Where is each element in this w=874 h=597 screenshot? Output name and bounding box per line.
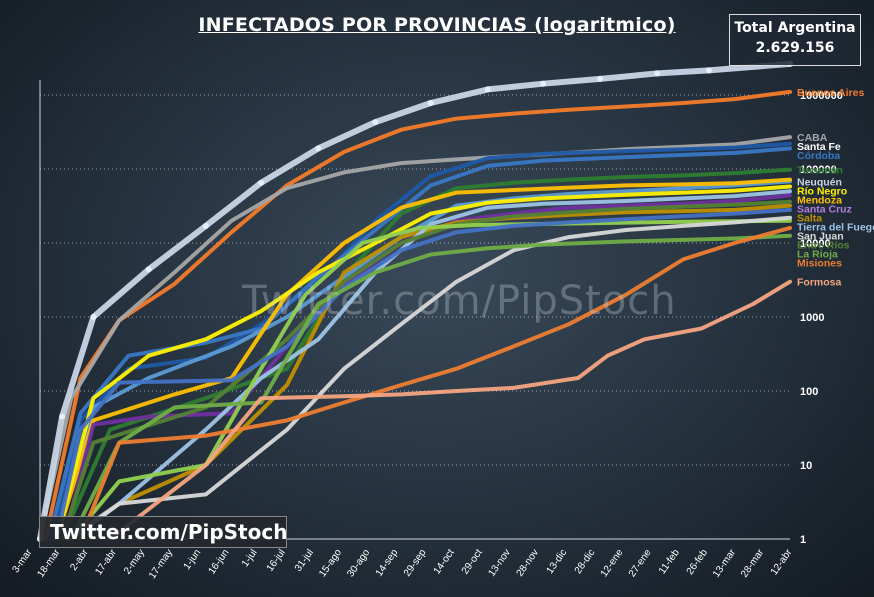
x-tick-label: 17-abr <box>93 547 119 578</box>
x-tick-label: 28-dic <box>573 547 598 576</box>
series-line-formosa <box>108 279 792 541</box>
series-label: Formosa <box>797 277 842 289</box>
x-tick-label: 26-feb <box>685 547 711 577</box>
total-marker <box>540 80 547 87</box>
series-line-río-negro <box>54 184 792 541</box>
y-tick-label: 10000 <box>800 238 831 250</box>
x-tick-label: 15-ago <box>317 547 344 579</box>
total-marker <box>202 222 209 229</box>
x-tick-label: 27-ene <box>627 547 654 579</box>
x-tick-label: 29-sep <box>402 547 429 579</box>
total-marker <box>90 314 97 320</box>
y-tick-label: 10 <box>800 460 812 472</box>
series-label: Mendoza <box>797 194 842 206</box>
x-tick-label: 12-abr <box>769 547 795 578</box>
series-line-mendoza <box>54 177 792 541</box>
x-tick-label: 28-nov <box>515 547 542 578</box>
series-line-chubut <box>65 189 792 541</box>
series-label: San Juan <box>797 230 844 242</box>
total-value: 2.629.156 <box>755 40 835 56</box>
total-argentina-box: Total Argentina 2.629.156 <box>729 14 861 66</box>
total-marker <box>59 413 66 420</box>
x-tick-label: 14-oct <box>432 547 457 576</box>
series-line-total-argentina <box>37 60 793 542</box>
series-label: Tucumán <box>797 165 843 177</box>
series-label: Misiones <box>797 257 842 269</box>
series-line-buenos-aires <box>43 89 792 541</box>
series-label: Buenos Aires <box>797 87 864 99</box>
x-tick-label: 18-mar <box>35 547 63 580</box>
series-label: Salta <box>797 212 822 224</box>
x-tick-label: 13-mar <box>711 547 739 580</box>
series-label: La Rioja <box>797 248 838 260</box>
series-label: Tierra del Fuego <box>797 221 874 233</box>
total-marker <box>705 67 712 74</box>
x-tick-label: 16-jul <box>265 547 288 573</box>
x-tick-label: 1-jun <box>182 547 204 572</box>
series-line-san-juan <box>69 215 792 541</box>
x-tick-label: 16-jun <box>207 547 232 576</box>
x-tick-label: 30-ago <box>345 547 372 579</box>
y-tick-label: 1000000 <box>800 90 843 102</box>
y-tick-label: 1000 <box>800 312 824 324</box>
total-marker <box>315 145 322 152</box>
x-tick-label: 1-jul <box>240 547 260 569</box>
series-line-tucumán <box>60 167 792 541</box>
total-label: Total Argentina <box>734 20 856 36</box>
series-line-misiones <box>78 225 792 541</box>
series-label: Santa Fe <box>797 141 841 153</box>
series-label: Neuquén <box>797 176 842 188</box>
x-tick-label: 3-mar <box>10 547 34 575</box>
twitter-handle-text: Twitter.com/PipStoch <box>50 520 288 544</box>
total-marker <box>372 119 379 126</box>
total-marker <box>654 70 661 77</box>
series-line-tierra-del-fuego <box>54 207 792 541</box>
series-line-caba <box>38 135 792 541</box>
total-marker <box>145 266 152 273</box>
twitter-handle-badge[interactable]: Twitter.com/PipStoch <box>39 516 287 548</box>
x-tick-label: 14-sep <box>374 547 401 579</box>
series-line-la-rioja <box>69 233 792 541</box>
total-marker <box>484 86 491 93</box>
x-tick-label: 28-mar <box>739 547 767 580</box>
x-tick-label: 17-may <box>147 547 175 581</box>
y-tick-label: 100 <box>800 386 818 398</box>
x-tick-label: 2-abr <box>68 547 91 573</box>
series-label: Río Negro <box>797 185 847 197</box>
y-tick-label: 100000 <box>800 164 837 176</box>
total-marker <box>258 179 265 186</box>
total-marker <box>427 99 434 106</box>
x-tick-label: 29-oct <box>460 547 485 576</box>
x-tick-label: 13-nov <box>486 547 513 578</box>
series-label: Santa Cruz <box>797 203 852 215</box>
series-line-santa-fe <box>50 141 792 541</box>
x-tick-label: 11-feb <box>657 547 682 576</box>
y-tick-label: 1 <box>800 534 806 546</box>
x-tick-label: 12-ene <box>599 547 626 579</box>
x-tick-label: 13-dic <box>545 547 570 576</box>
x-tick-label: 31-jul <box>293 547 316 573</box>
series-line-neuquén <box>54 179 792 541</box>
series-label: Córdoba <box>797 150 840 162</box>
total-marker <box>597 75 604 82</box>
x-tick-label: 2-may <box>122 547 147 576</box>
series-label: CABA <box>797 132 828 144</box>
series-label: Entre Ríos <box>797 239 850 251</box>
